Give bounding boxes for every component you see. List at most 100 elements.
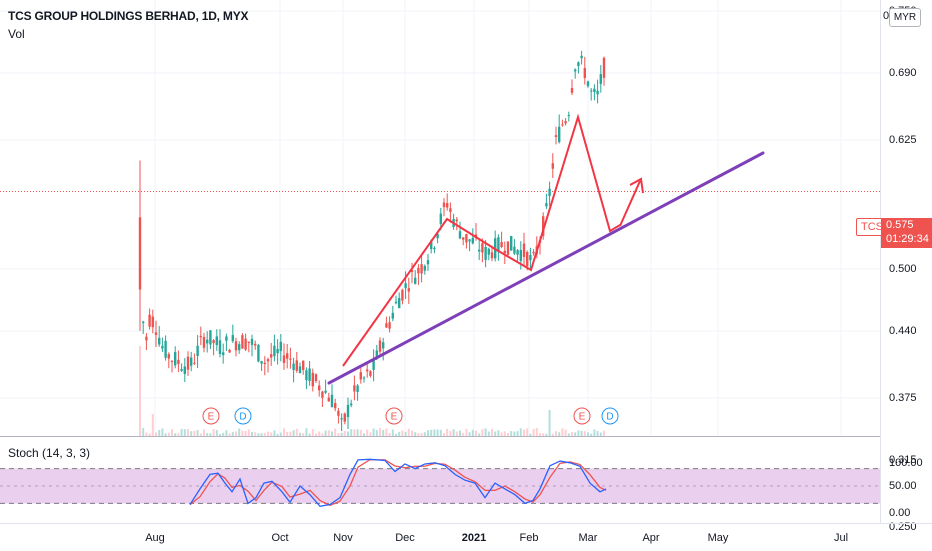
candle-body (353, 385, 356, 392)
volume-bar (385, 428, 388, 436)
candle-body (417, 267, 420, 274)
volume-bar (439, 429, 442, 436)
candle-body (350, 403, 353, 406)
volume-bar (343, 430, 346, 436)
volume-bar (167, 432, 170, 436)
dividend-event-marker[interactable]: D (601, 407, 619, 425)
candle-body (212, 340, 215, 344)
candle-body (401, 289, 404, 301)
candle-body (337, 410, 340, 416)
candle-body (586, 81, 590, 87)
earnings-event-marker[interactable]: E (385, 407, 403, 425)
candle-body (330, 394, 334, 408)
price-chart-svg[interactable] (0, 0, 880, 528)
candle-body (282, 355, 286, 363)
volume-bar (353, 429, 356, 436)
volume-legend[interactable]: Vol (8, 27, 25, 41)
candle-body (183, 366, 186, 375)
volume-bar (398, 431, 401, 436)
volume-bar (308, 433, 311, 436)
candle-body (228, 349, 231, 353)
volume-bar (452, 429, 455, 436)
currency-selector[interactable]: MYR (889, 8, 921, 27)
volume-bar (401, 430, 404, 436)
volume-bar (155, 432, 157, 436)
price-axis[interactable]: 0.8750.8150.7500.6900.6250.5000.4400.375… (880, 0, 932, 533)
pane-separator[interactable] (0, 436, 880, 437)
last-price-tag: 0.575 01:29:34 (881, 218, 932, 248)
candle-body (532, 251, 535, 254)
candle-body (458, 231, 462, 239)
volume-bar (292, 430, 295, 436)
volume-bar (350, 429, 353, 436)
volume-bar (478, 433, 481, 436)
candle-body (289, 358, 292, 360)
candle-body (490, 252, 494, 259)
time-tick-label: Aug (145, 532, 165, 544)
volume-bar (340, 432, 343, 436)
volume-bar (375, 430, 378, 436)
candle-body (398, 298, 401, 309)
volume-bar (273, 430, 276, 436)
projection-arrow-head (629, 177, 644, 194)
volume-bar (487, 431, 490, 436)
price-pane[interactable] (0, 0, 880, 528)
candle-body (561, 124, 564, 126)
pattern-drawing (342, 113, 621, 367)
stoch-tick-label: 0.00 (889, 507, 911, 519)
candle-body (298, 366, 302, 374)
candle-body (145, 336, 148, 341)
volume-bar (209, 433, 212, 436)
candle-body (292, 363, 295, 371)
volume-bar (235, 431, 237, 436)
volume-bar (219, 433, 221, 436)
last-price-value: 0.575 (886, 219, 914, 231)
volume-bar (433, 429, 436, 436)
time-axis[interactable]: Aug Oct Nov Dec 2021 Feb Mar Apr May Jul (0, 523, 932, 551)
candle-body (279, 341, 282, 352)
volume-bar (542, 433, 545, 436)
candle-body (564, 121, 567, 124)
candle-body (487, 248, 490, 255)
volume-bar (359, 429, 362, 436)
candle-body (590, 90, 593, 92)
candle-body (250, 338, 254, 345)
earnings-event-marker[interactable]: E (202, 407, 220, 425)
stoch-pane[interactable] (0, 437, 880, 523)
candle-body (503, 250, 506, 254)
candle-body (359, 372, 362, 380)
volume-bar (257, 433, 260, 436)
candle-body (439, 213, 442, 224)
volume-bar (599, 432, 602, 436)
candle-body (231, 335, 234, 342)
candle-body (346, 404, 350, 418)
volume-bar (513, 431, 516, 436)
volume-bar (139, 346, 141, 436)
stoch-k-line (189, 458, 607, 508)
candle-body (599, 74, 602, 84)
candle-body (513, 246, 516, 254)
candle-body (186, 356, 190, 370)
dividend-event-marker[interactable]: D (234, 407, 252, 425)
candle-body (295, 360, 298, 371)
time-tick-label: Jul (833, 532, 849, 544)
candle-body (471, 237, 474, 244)
earnings-event-marker[interactable]: E (573, 407, 591, 425)
volume-bar (327, 430, 330, 436)
volume-bar (561, 428, 564, 436)
volume-bar (571, 432, 573, 436)
volume-bar (404, 431, 407, 436)
volume-bar (555, 431, 557, 436)
volume-bar (145, 432, 148, 436)
volume-bar (436, 429, 439, 436)
chart-title[interactable]: TCS GROUP HOLDINGS BERHAD, 1D, MYX (8, 9, 249, 23)
volume-bar (212, 429, 215, 436)
volume-bar (519, 428, 522, 436)
stoch-tick-label: 50.00 (889, 480, 917, 492)
stoch-chart-svg[interactable] (0, 437, 880, 523)
volume-bar (558, 432, 561, 436)
stoch-legend[interactable]: Stoch (14, 3, 3) (8, 446, 91, 460)
volume-bar (347, 431, 349, 436)
volume-bar (465, 428, 468, 436)
candle-body (385, 323, 388, 328)
